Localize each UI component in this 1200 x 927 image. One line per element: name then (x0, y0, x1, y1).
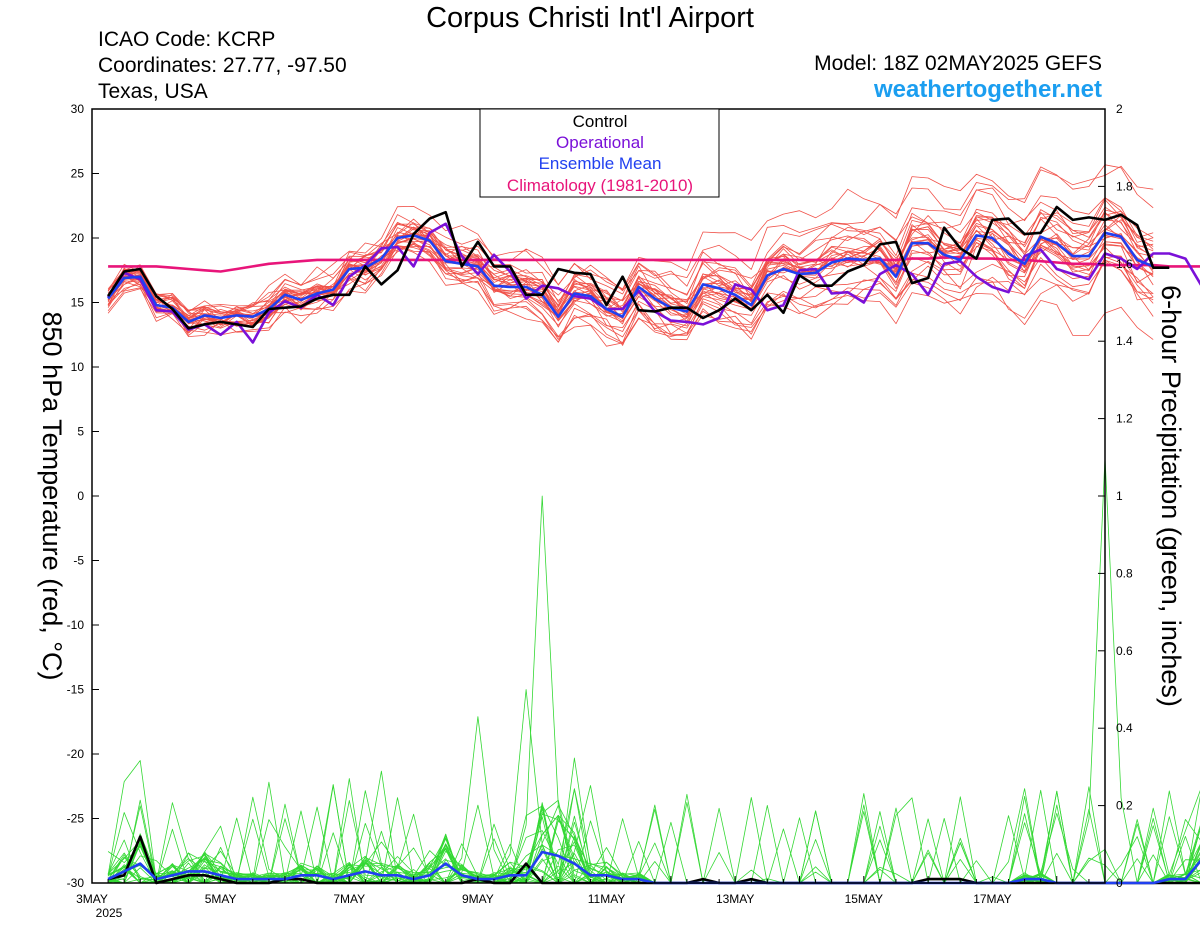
precip-member-line (107, 770, 1200, 884)
left-tick-label: 10 (71, 360, 85, 374)
temperature-member-line (107, 225, 1154, 318)
left-axis-label: 850 hPa Temperature (red, °C) (37, 312, 67, 681)
left-tick-label: 0 (77, 489, 84, 503)
legend-box (479, 108, 720, 198)
temperature-member-line (107, 243, 1154, 347)
left-tick-label: -20 (67, 747, 85, 761)
x-tick-label: 7MAY (333, 892, 365, 906)
location: Texas, USA (98, 80, 208, 103)
precip-member-line (108, 456, 1200, 884)
left-tick-label: -5 (73, 554, 84, 568)
left-tick-label: 5 (77, 425, 84, 439)
temperature-member-line (107, 244, 1154, 346)
right-tick-label: 0.4 (1116, 721, 1133, 735)
left-tick-label: 15 (71, 296, 85, 310)
legend-climatology: Climatology (1981-2010) (507, 176, 693, 195)
temperature-member-line (107, 164, 1154, 311)
left-tick-label: 25 (71, 167, 85, 181)
precip-member-line (107, 815, 1200, 884)
x-tick-label: 15MAY (845, 892, 883, 906)
legend-ensemble-mean: Ensemble Mean (539, 154, 662, 173)
legend-control: Control (573, 112, 628, 131)
right-tick-label: 1.6 (1116, 257, 1133, 271)
left-tick-label: -10 (67, 618, 85, 632)
coordinates: Coordinates: 27.77, -97.50 (98, 54, 347, 77)
right-axis: 2 1.8 1.6 1.4 1.2 1 0.8 0.6 0.4 0.2 0 (1098, 102, 1133, 890)
main-series-layer (107, 205, 1200, 885)
legend: Control Operational Ensemble Mean Climat… (479, 108, 720, 198)
left-tick-label: 30 (71, 102, 85, 116)
left-axis: 30 25 20 15 10 5 0 -5 -10 -15 -20 -25 -30 (67, 102, 99, 890)
x-tick-label: 13MAY (716, 892, 754, 906)
legend-operational: Operational (556, 133, 644, 152)
right-tick-label: 1.2 (1116, 412, 1133, 426)
left-tick-label: -30 (67, 876, 85, 890)
right-tick-label: 2 (1116, 102, 1123, 116)
temperature-member-line (107, 244, 1154, 345)
right-tick-label: 0.6 (1116, 644, 1133, 658)
icao-code: ICAO Code: KCRP (98, 28, 276, 51)
right-tick-label: 1.4 (1116, 334, 1133, 348)
temperature-member-line (107, 189, 1154, 313)
x-tick-label: 17MAY (973, 892, 1011, 906)
temperature-member-line (107, 187, 1154, 315)
control-line (107, 205, 1170, 330)
right-tick-label: 0 (1116, 876, 1123, 890)
temperature-member-line (107, 242, 1154, 336)
right-tick-label: 1 (1116, 489, 1123, 503)
right-tick-label: 1.8 (1116, 179, 1133, 193)
right-axis-label: 6-hour Precipitation (green, inches) (1156, 285, 1186, 707)
ensemble-mean-line (107, 231, 1154, 324)
temperature-member-line (107, 165, 1154, 324)
temperature-member-line (107, 211, 1154, 325)
page-title: Corpus Christi Int'l Airport (426, 2, 754, 34)
site-link[interactable]: weathertogether.net (873, 76, 1102, 103)
precip-member-line (107, 811, 1200, 884)
left-tick-label: -15 (67, 683, 85, 697)
x-tick-label: 11MAY (588, 892, 626, 906)
climatology-line (108, 256, 1200, 273)
plot-frame (91, 108, 1106, 884)
right-tick-label: 0.8 (1116, 566, 1133, 580)
temperature-member-line (107, 244, 1154, 344)
x-tick-label: 5MAY (205, 892, 237, 906)
temperature-member-line (107, 229, 1154, 323)
x-axis: 3MAY 5MAY 7MAY 9MAY 11MAY 13MAY 15MAY 17MAY (76, 876, 1106, 906)
left-tick-label: -25 (67, 812, 85, 826)
left-tick-label: 20 (71, 231, 85, 245)
x-tick-label: 9MAY (462, 892, 494, 906)
precip-members-layer (107, 456, 1200, 884)
x-tick-label: 3MAY (76, 892, 108, 906)
model-run: Model: 18Z 02MAY2025 GEFS (814, 52, 1102, 75)
right-tick-label: 0.2 (1116, 799, 1133, 813)
x-year-label: 2025 (96, 906, 123, 920)
